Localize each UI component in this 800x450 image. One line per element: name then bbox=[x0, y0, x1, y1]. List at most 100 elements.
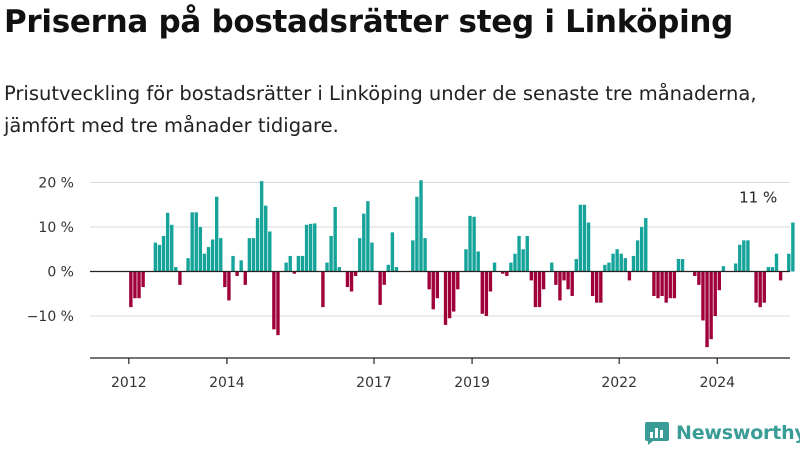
bar bbox=[390, 232, 395, 272]
bar bbox=[599, 271, 603, 303]
bar bbox=[210, 239, 215, 272]
bar bbox=[264, 205, 268, 272]
bar bbox=[513, 253, 517, 272]
bar bbox=[456, 271, 460, 290]
bar bbox=[717, 271, 721, 291]
bar bbox=[231, 255, 235, 272]
y-tick-label: 10 % bbox=[38, 220, 74, 236]
bar bbox=[137, 271, 141, 299]
bar bbox=[570, 271, 574, 296]
bar bbox=[472, 216, 476, 272]
bar bbox=[141, 271, 145, 288]
y-axis-labels: 20 % 10 % 0 % −10 % bbox=[27, 176, 74, 326]
bar bbox=[668, 271, 672, 299]
bar bbox=[190, 212, 194, 272]
bar bbox=[754, 271, 758, 303]
bar bbox=[705, 271, 709, 348]
bar bbox=[227, 271, 231, 301]
bar bbox=[427, 271, 431, 290]
bar bbox=[770, 267, 775, 272]
bar bbox=[386, 264, 390, 272]
bar bbox=[411, 240, 415, 272]
bar bbox=[349, 271, 354, 292]
bar bbox=[243, 271, 247, 285]
bar bbox=[447, 271, 452, 319]
bar bbox=[464, 249, 468, 272]
bar bbox=[733, 263, 738, 272]
bar bbox=[766, 267, 771, 272]
bar bbox=[247, 238, 252, 272]
bar bbox=[550, 262, 554, 272]
bar bbox=[292, 271, 297, 274]
bar bbox=[308, 223, 313, 272]
bar bbox=[758, 271, 762, 308]
bar bbox=[378, 271, 382, 305]
bars bbox=[129, 180, 795, 348]
bar bbox=[251, 238, 256, 272]
x-tick-label: 2012 bbox=[111, 375, 147, 391]
bar bbox=[300, 255, 305, 272]
annotation: 11 % bbox=[739, 189, 777, 207]
bar bbox=[170, 224, 174, 272]
bar bbox=[202, 253, 207, 272]
y-tick-label: 0 % bbox=[47, 265, 74, 281]
bar bbox=[627, 271, 632, 281]
brand-name: Newsworthy bbox=[676, 422, 800, 444]
bar bbox=[701, 271, 705, 321]
bar bbox=[517, 235, 521, 272]
bar bbox=[533, 271, 538, 308]
bar bbox=[157, 244, 162, 272]
bar bbox=[709, 271, 713, 340]
annotation-label: 11 % bbox=[739, 189, 777, 207]
bar bbox=[615, 249, 619, 272]
bar bbox=[738, 244, 742, 272]
bar bbox=[329, 235, 333, 272]
bar bbox=[603, 264, 607, 272]
bar bbox=[529, 271, 534, 281]
bar bbox=[578, 204, 583, 272]
bar bbox=[476, 251, 480, 272]
bar bbox=[394, 267, 399, 272]
bar bbox=[186, 258, 190, 272]
bar bbox=[165, 212, 170, 272]
bar bbox=[554, 271, 558, 285]
bar bbox=[590, 271, 595, 296]
bar bbox=[713, 271, 717, 316]
bar bbox=[537, 271, 542, 308]
bar bbox=[337, 267, 341, 272]
bar bbox=[321, 271, 325, 308]
bar bbox=[198, 227, 203, 272]
bar bbox=[288, 255, 292, 272]
bar bbox=[742, 240, 746, 272]
bar bbox=[541, 271, 546, 290]
bar bbox=[611, 253, 615, 272]
bar bbox=[276, 271, 280, 336]
bar bbox=[644, 218, 648, 272]
bar bbox=[239, 260, 243, 272]
bar bbox=[664, 271, 668, 303]
x-tick-label: 2024 bbox=[699, 375, 735, 391]
bar bbox=[174, 267, 178, 272]
bar bbox=[488, 271, 493, 292]
bar bbox=[333, 206, 337, 272]
bar bbox=[656, 271, 660, 299]
bar bbox=[431, 271, 435, 310]
newsworthy-logo[interactable]: Newsworthy bbox=[644, 419, 800, 447]
bar bbox=[353, 271, 358, 276]
bar bbox=[382, 271, 386, 285]
bar bbox=[501, 271, 505, 274]
bar bbox=[235, 271, 239, 276]
bar bbox=[370, 242, 374, 272]
bar bbox=[791, 222, 795, 272]
bar bbox=[272, 271, 276, 330]
bar bbox=[223, 271, 227, 288]
bar bbox=[325, 262, 329, 272]
x-tick-label: 2019 bbox=[454, 375, 490, 391]
bar bbox=[178, 271, 182, 285]
bar bbox=[778, 271, 783, 281]
x-tick-label: 2022 bbox=[601, 375, 637, 391]
y-tick-label: −10 % bbox=[27, 309, 74, 325]
bar bbox=[129, 271, 133, 308]
bar bbox=[652, 271, 656, 296]
